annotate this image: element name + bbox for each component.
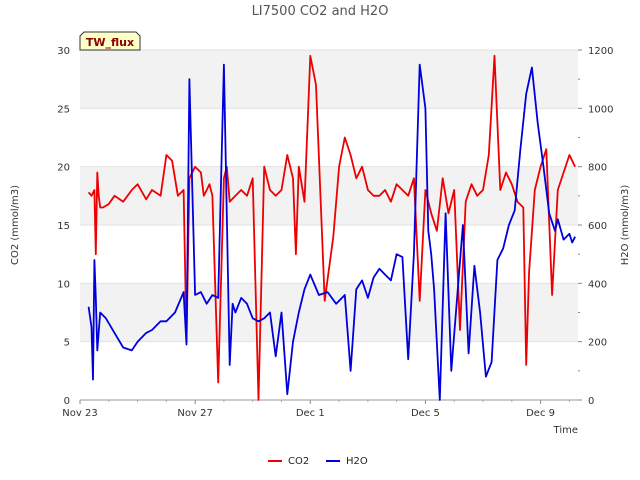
grid-band-2 xyxy=(80,50,578,109)
site-badge-label: TW_flux xyxy=(86,36,134,49)
x-axis-title: Time xyxy=(553,425,578,436)
y-left-tick-label: 10 xyxy=(57,279,70,290)
legend: CO2 H2O xyxy=(268,456,368,467)
y-left-tick-label: 5 xyxy=(64,338,70,349)
series-h2o-line xyxy=(87,63,576,401)
y-right-tick-label: 1000 xyxy=(588,104,613,115)
y-right-tick-label: 0 xyxy=(588,396,594,407)
y-axis-left-title: CO2 (mmol/m3) xyxy=(10,185,21,265)
x-tick-label: Dec 9 xyxy=(526,408,555,419)
y-left-tick-label: 20 xyxy=(57,163,70,174)
left-axis-ticks: 0 5 10 15 20 25 30 xyxy=(57,46,70,407)
x-axis-ticks: Nov 23 Nov 27 Dec 1 Dec 5 Dec 9 xyxy=(62,400,570,419)
chart-title: LI7500 CO2 and H2O xyxy=(252,4,389,19)
grid-band-1 xyxy=(80,166,578,225)
x-tick-label: Nov 23 xyxy=(62,408,97,419)
legend-co2-label: CO2 xyxy=(288,456,309,467)
site-badge-shape xyxy=(79,31,141,51)
y-right-tick-label: 800 xyxy=(588,163,607,174)
series-layer xyxy=(87,54,576,401)
site-badge: TW_flux xyxy=(79,31,141,51)
y-left-tick-label: 15 xyxy=(57,221,70,232)
right-axis-ticks: 0 200 400 600 800 1000 1200 xyxy=(578,46,613,407)
y-right-tick-label: 400 xyxy=(588,279,607,290)
y-right-tick-label: 600 xyxy=(588,221,607,232)
y-axis-right-title: H2O (mmol/m3) xyxy=(620,185,631,266)
legend-h2o-label: H2O xyxy=(346,456,368,467)
y-left-tick-label: 25 xyxy=(57,104,70,115)
y-right-tick-label: 200 xyxy=(588,338,607,349)
series-co2-line xyxy=(87,54,576,401)
x-tick-label: Dec 5 xyxy=(411,408,440,419)
y-left-tick-label: 0 xyxy=(64,396,70,407)
x-tick-label: Nov 27 xyxy=(177,408,212,419)
y-right-tick-label: 1200 xyxy=(588,46,613,57)
y-left-tick-label: 30 xyxy=(57,46,70,57)
x-tick-label: Dec 1 xyxy=(296,408,325,419)
grid-bands xyxy=(80,50,578,342)
grid-band-0 xyxy=(80,283,578,342)
